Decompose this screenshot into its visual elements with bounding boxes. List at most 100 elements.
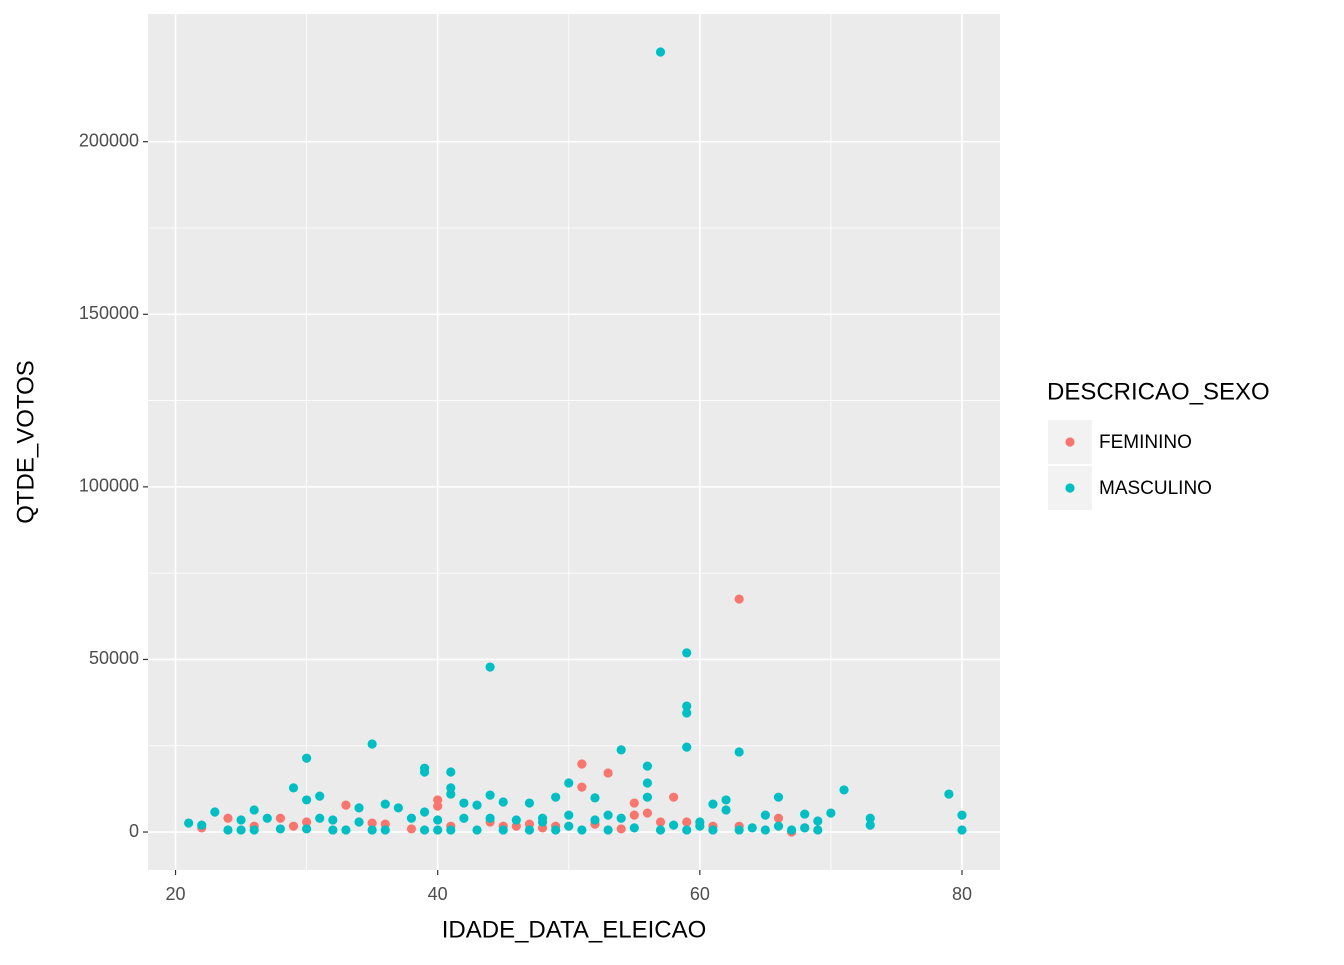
point (524, 825, 535, 835)
point (577, 782, 587, 792)
point (603, 810, 613, 820)
point (485, 662, 495, 672)
point (734, 594, 744, 604)
legend-label: MASCULINO (1099, 478, 1212, 499)
point (236, 815, 246, 825)
point (197, 820, 207, 830)
point (341, 825, 351, 835)
point (302, 795, 312, 805)
point (642, 792, 653, 802)
legend-marker (1065, 483, 1075, 493)
panel (148, 14, 1000, 870)
y-tick-label: 150000 (79, 303, 139, 323)
point (747, 823, 757, 833)
point (446, 789, 456, 799)
point (655, 47, 666, 57)
point (302, 824, 312, 834)
point (629, 798, 639, 808)
point (603, 768, 613, 778)
point (957, 825, 967, 835)
point (315, 791, 325, 801)
point (524, 798, 535, 808)
x-axis-title: IDADE_DATA_ELEICAO (442, 916, 707, 943)
point (380, 825, 390, 835)
y-tick-label: 50000 (89, 648, 139, 668)
point (669, 820, 679, 830)
point (760, 810, 770, 820)
point (695, 821, 705, 831)
point (708, 799, 718, 809)
point (328, 825, 338, 835)
point (302, 753, 312, 763)
point (577, 825, 587, 835)
point (419, 825, 430, 835)
point (773, 821, 784, 831)
y-tick-label: 100000 (79, 476, 139, 496)
point (537, 817, 548, 827)
point (590, 793, 600, 803)
point (603, 825, 613, 835)
point (773, 792, 784, 802)
point (485, 790, 495, 800)
point (682, 742, 692, 752)
x-tick-label: 40 (428, 884, 448, 904)
legend-title: DESCRICAO_SEXO (1047, 378, 1270, 405)
point (472, 800, 482, 810)
point (944, 789, 954, 799)
point (616, 745, 626, 755)
point (682, 817, 692, 827)
point (472, 825, 482, 835)
point (275, 824, 285, 834)
point (419, 807, 430, 817)
point (682, 708, 692, 718)
point (564, 821, 574, 831)
point (433, 801, 443, 811)
point (682, 648, 692, 658)
point (642, 778, 653, 788)
x-tick-label: 80 (952, 884, 972, 904)
point (367, 739, 377, 749)
point (721, 795, 731, 805)
legend-label: FEMININO (1099, 432, 1192, 453)
point (380, 799, 390, 809)
point (262, 813, 272, 823)
point (616, 813, 626, 823)
point (708, 825, 718, 835)
point (210, 807, 220, 817)
point (223, 813, 233, 823)
point (629, 823, 639, 833)
point (616, 824, 626, 834)
x-tick-label: 20 (166, 884, 186, 904)
point (288, 821, 299, 831)
point (865, 820, 875, 830)
point (249, 825, 259, 835)
point (419, 767, 430, 777)
point (721, 805, 731, 815)
point (433, 815, 443, 825)
point (655, 817, 666, 827)
point (367, 818, 377, 828)
point (236, 825, 246, 835)
point (786, 825, 797, 835)
point (446, 825, 456, 835)
point (459, 798, 469, 808)
point (393, 803, 403, 813)
point (655, 825, 666, 835)
point (564, 810, 574, 820)
point (433, 825, 443, 835)
point (288, 783, 299, 793)
point (826, 808, 836, 818)
point (800, 809, 810, 819)
point (459, 813, 469, 823)
point (813, 825, 823, 835)
point (367, 825, 377, 835)
point (629, 810, 639, 820)
point (669, 792, 679, 802)
point (865, 813, 875, 823)
y-axis-title: QTDE_VOTOS (12, 360, 39, 524)
point (734, 747, 744, 757)
point (341, 800, 351, 810)
point (564, 778, 574, 788)
point (354, 817, 364, 827)
